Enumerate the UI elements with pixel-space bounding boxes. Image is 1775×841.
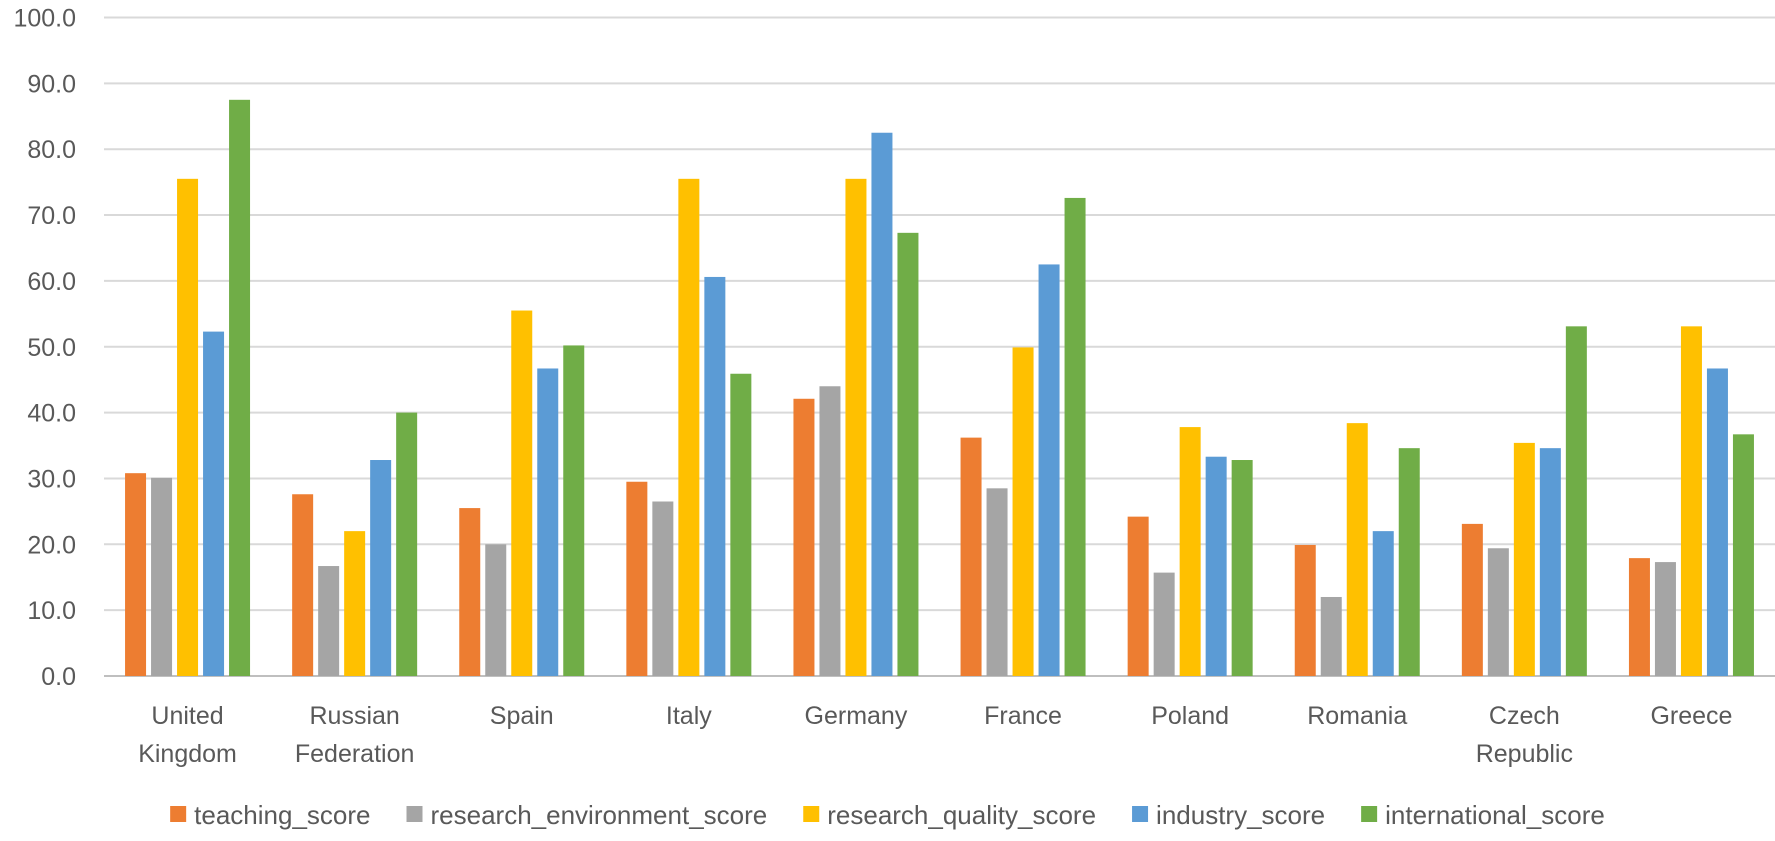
x-category-label: Greece bbox=[1650, 702, 1732, 730]
legend-swatch bbox=[1361, 806, 1378, 822]
legend-label: teaching_score bbox=[194, 800, 370, 830]
bar-international_score bbox=[1231, 460, 1253, 676]
y-tick-label: 40.0 bbox=[27, 400, 76, 428]
legend-swatch bbox=[406, 806, 423, 822]
bar-industry_score bbox=[1038, 264, 1060, 676]
x-category-label: Kingdom bbox=[138, 740, 237, 768]
bar-industry_score bbox=[1706, 368, 1728, 676]
bar-teaching_score bbox=[459, 508, 481, 676]
bar-international_score bbox=[563, 345, 585, 676]
bars bbox=[125, 99, 1754, 677]
legend-item-research_environment_score: research_environment_score bbox=[406, 800, 768, 830]
legend-swatch bbox=[1132, 806, 1149, 822]
x-axis-category-labels: United Kingdom Russian Federation Spain Italy… bbox=[138, 702, 1732, 768]
legend-item-research_quality_score: research_quality_score bbox=[803, 800, 1096, 830]
x-category-label: Germany bbox=[805, 702, 908, 730]
bar-research_quality_score bbox=[177, 178, 199, 676]
x-category-label: United bbox=[151, 702, 223, 730]
bar-research_environment_score bbox=[318, 566, 340, 676]
bar-industry_score bbox=[1539, 448, 1561, 676]
bar-industry_score bbox=[871, 132, 893, 677]
x-category-label: Romania bbox=[1307, 702, 1407, 730]
y-tick-label: 50.0 bbox=[27, 334, 76, 362]
bar-industry_score bbox=[537, 368, 559, 676]
bar-industry_score bbox=[370, 460, 392, 676]
bar-teaching_score bbox=[793, 398, 815, 676]
bar-research_environment_score bbox=[1487, 548, 1509, 676]
bar-research_quality_score bbox=[1179, 427, 1201, 676]
x-category-label: France bbox=[984, 702, 1062, 730]
legend-item-international_score: international_score bbox=[1361, 800, 1605, 830]
bar-international_score bbox=[1565, 326, 1587, 676]
x-category-label: Federation bbox=[295, 740, 415, 768]
bar-research_environment_score bbox=[1153, 572, 1175, 676]
legend-label: research_environment_score bbox=[431, 800, 768, 830]
legend-swatch bbox=[170, 806, 187, 822]
bar-teaching_score bbox=[292, 494, 314, 676]
bar-teaching_score bbox=[1461, 523, 1483, 676]
legend-swatch bbox=[803, 806, 820, 822]
bar-research_quality_score bbox=[344, 531, 366, 676]
bar-research_environment_score bbox=[1654, 562, 1676, 676]
x-category-label: Italy bbox=[666, 702, 712, 730]
x-category-label: Republic bbox=[1476, 740, 1573, 768]
x-category-label: Spain bbox=[490, 702, 554, 730]
legend-label: research_quality_score bbox=[827, 800, 1096, 830]
legend-label: international_score bbox=[1385, 800, 1605, 830]
legend: teaching_score research_environment_score… bbox=[170, 800, 1605, 830]
bar-research_environment_score bbox=[819, 386, 841, 676]
y-tick-label: 100.0 bbox=[13, 5, 76, 33]
bar-international_score bbox=[730, 373, 752, 676]
bar-teaching_score bbox=[1127, 516, 1149, 676]
bar-teaching_score bbox=[125, 473, 147, 676]
legend-label: industry_score bbox=[1156, 800, 1325, 830]
legend-item-teaching_score: teaching_score bbox=[170, 800, 371, 830]
bar-teaching_score bbox=[626, 481, 648, 676]
y-tick-label: 10.0 bbox=[27, 597, 76, 625]
bar-teaching_score bbox=[960, 437, 982, 676]
bar-research_environment_score bbox=[986, 488, 1008, 676]
bar-research_environment_score bbox=[151, 477, 173, 676]
legend-item-industry_score: industry_score bbox=[1132, 800, 1325, 830]
y-axis-tick-labels: 0.0 10.0 20.0 30.0 40.0 50.0 60.0 70.0 80.0 90.0 1… bbox=[13, 5, 76, 692]
x-category-label: Czech bbox=[1489, 702, 1560, 730]
bar-research_environment_score bbox=[652, 501, 674, 676]
y-tick-label: 70.0 bbox=[27, 202, 76, 230]
bar-international_score bbox=[897, 232, 919, 676]
bar-industry_score bbox=[1205, 456, 1227, 676]
bar-international_score bbox=[1732, 434, 1754, 676]
bar-teaching_score bbox=[1628, 558, 1650, 676]
bar-research_quality_score bbox=[1680, 326, 1702, 676]
bar-research_environment_score bbox=[485, 544, 507, 676]
x-category-label: Russian bbox=[309, 702, 399, 730]
y-tick-label: 20.0 bbox=[27, 531, 76, 559]
y-tick-label: 60.0 bbox=[27, 268, 76, 296]
bar-research_quality_score bbox=[1346, 423, 1368, 676]
bar-research_quality_score bbox=[1012, 347, 1034, 676]
bar-international_score bbox=[229, 99, 251, 676]
bar-research_quality_score bbox=[845, 178, 867, 676]
bar-industry_score bbox=[203, 331, 225, 676]
y-tick-label: 30.0 bbox=[27, 465, 76, 493]
bar-international_score bbox=[1398, 448, 1420, 676]
x-category-label: Poland bbox=[1151, 702, 1229, 730]
bar-research_environment_score bbox=[1320, 596, 1342, 676]
bar-teaching_score bbox=[1294, 544, 1316, 676]
bar-international_score bbox=[1064, 197, 1086, 676]
bar-research_quality_score bbox=[511, 310, 533, 676]
y-tick-label: 80.0 bbox=[27, 136, 76, 164]
y-tick-label: 0.0 bbox=[41, 663, 76, 691]
bar-research_quality_score bbox=[678, 178, 700, 676]
y-tick-label: 90.0 bbox=[27, 70, 76, 98]
bar-industry_score bbox=[1372, 531, 1394, 676]
bar-international_score bbox=[396, 412, 418, 676]
bar-industry_score bbox=[704, 276, 726, 676]
bar-research_quality_score bbox=[1513, 442, 1535, 676]
